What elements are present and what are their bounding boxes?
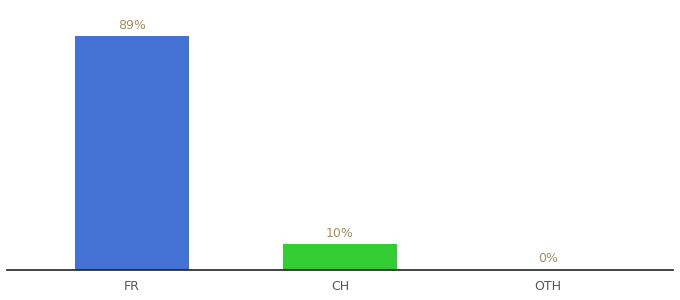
- Text: 0%: 0%: [538, 252, 558, 265]
- Text: 10%: 10%: [326, 227, 354, 240]
- Bar: [283, 244, 397, 270]
- Text: 89%: 89%: [118, 19, 146, 32]
- Bar: [75, 36, 189, 270]
